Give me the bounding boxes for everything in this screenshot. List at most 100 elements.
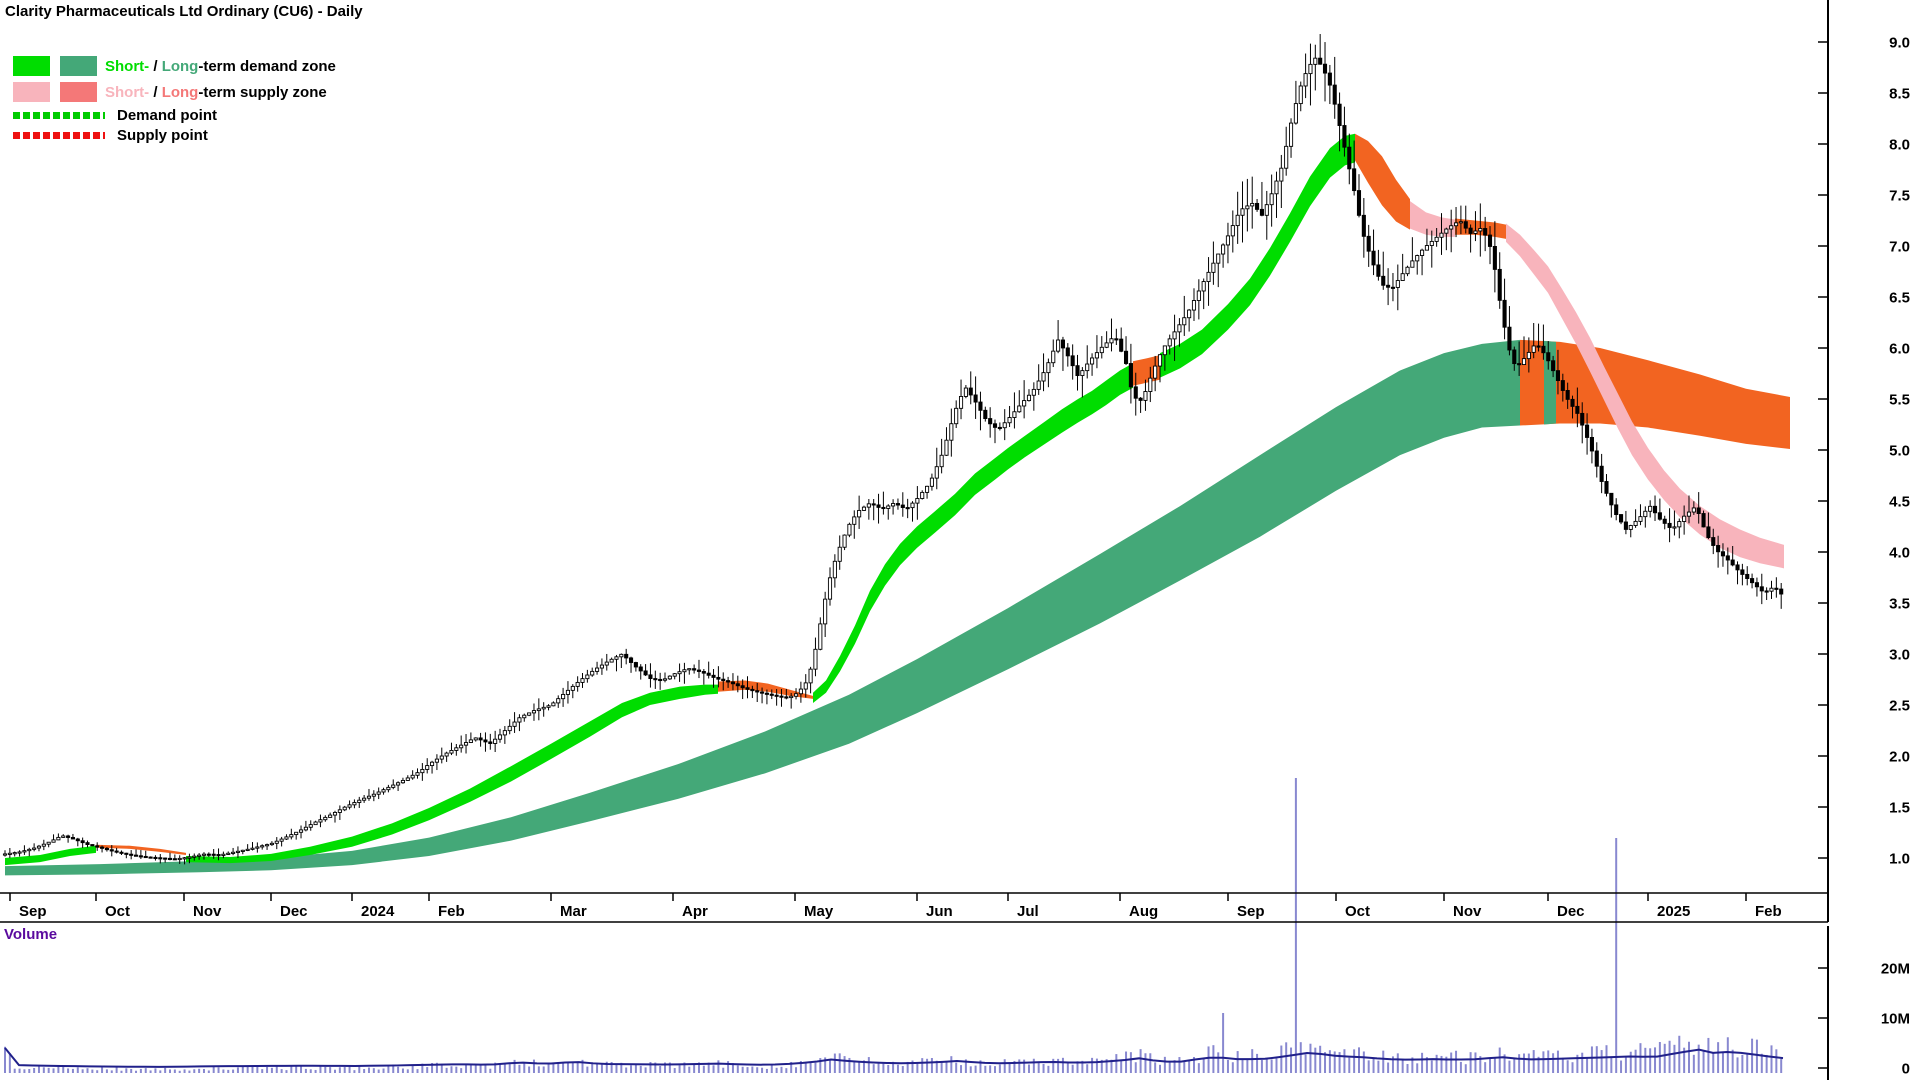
price-tick-label: 4.5 — [1889, 494, 1910, 511]
date-tick-label: Feb — [1755, 903, 1782, 920]
candle-body — [910, 502, 915, 509]
candle-body — [968, 387, 973, 396]
candle-body — [41, 843, 46, 847]
candle-body — [944, 439, 949, 456]
candle-body — [386, 786, 391, 791]
candle-body — [1420, 249, 1425, 256]
candle-body — [1012, 411, 1017, 418]
candle-body — [250, 847, 255, 850]
candle-body — [536, 708, 541, 712]
candle-body — [80, 840, 85, 844]
candle-body — [1623, 521, 1628, 530]
candle-body — [881, 506, 886, 510]
candle-body — [988, 418, 993, 425]
candle-body — [114, 850, 119, 853]
candle-body — [1259, 208, 1264, 216]
candle-body — [808, 668, 813, 684]
candle-body — [556, 698, 561, 704]
candle-body — [1172, 331, 1177, 340]
zone-band-segment — [1355, 133, 1410, 230]
chart-title: Clarity Pharmaceuticals Ltd Ordinary (CU… — [5, 3, 363, 20]
candle-body — [1502, 299, 1507, 328]
candle-body — [531, 710, 537, 714]
candle-body — [104, 847, 109, 851]
candle-body — [1216, 253, 1221, 264]
candle-body — [1711, 537, 1716, 546]
candle-body — [667, 675, 672, 680]
candle-body — [22, 850, 27, 853]
price-tick-label: 7.5 — [1889, 188, 1910, 205]
candle-body — [1478, 228, 1483, 232]
candle-body — [197, 854, 202, 857]
candle-body — [1730, 559, 1735, 566]
candle-body — [740, 685, 745, 689]
candle-body — [1536, 345, 1541, 348]
candle-body — [682, 669, 687, 673]
candle-body — [1589, 436, 1594, 452]
candle-body — [1109, 338, 1114, 344]
candle-body — [1322, 63, 1328, 74]
price-tick-label: 2.5 — [1889, 698, 1910, 715]
candle-body — [381, 789, 386, 793]
short-demand-swatch-icon — [13, 56, 50, 76]
candle-body — [1264, 204, 1269, 216]
zone-bands-layer — [5, 133, 1790, 876]
date-tick-label: Aug — [1129, 903, 1158, 920]
candle-body — [1779, 588, 1784, 595]
candle-body — [793, 693, 799, 697]
candle-body — [1094, 352, 1099, 359]
candle-body — [561, 693, 566, 700]
candle-body — [973, 394, 978, 403]
candle-body — [575, 681, 580, 687]
candle-body — [1565, 390, 1570, 400]
candle-body — [876, 504, 881, 508]
candle-body — [1638, 516, 1643, 522]
candle-body — [1706, 526, 1711, 539]
candle-body — [1376, 264, 1381, 277]
candle-body — [1347, 146, 1352, 170]
candle-body — [546, 705, 551, 708]
candle-body — [818, 623, 823, 650]
candle-body — [672, 673, 677, 677]
candle-body — [1691, 507, 1696, 513]
candle-body — [517, 717, 522, 723]
candle-body — [1463, 221, 1468, 229]
candle-body — [1759, 586, 1764, 592]
volume-tick-label: 20M — [1881, 961, 1910, 978]
candle-body — [1123, 350, 1129, 364]
legend-row-supply-zone: Short- / Long-term supply zone — [13, 79, 336, 105]
legend-supply-label: Short- / Long-term supply zone — [105, 83, 327, 101]
long-supply-swatch-icon — [60, 82, 97, 102]
candle-body — [580, 678, 585, 683]
candle-body — [488, 741, 493, 744]
candle-body — [454, 747, 459, 751]
candle-body — [769, 693, 774, 696]
volume-tick-label: 10M — [1881, 1011, 1910, 1028]
candle-body — [177, 857, 182, 861]
candle-body — [934, 466, 939, 479]
volume-layer — [4, 778, 1784, 1073]
candle-body — [954, 407, 959, 425]
candle-body — [255, 846, 260, 849]
candle-body — [992, 423, 998, 428]
candle-body — [604, 661, 609, 666]
candle-body — [347, 804, 352, 808]
candle-body — [1750, 578, 1755, 584]
candle-body — [1648, 505, 1653, 512]
candle-body — [7, 852, 12, 855]
candle-body — [1269, 193, 1274, 206]
candle-body — [1143, 391, 1148, 401]
candle-body — [1497, 268, 1502, 301]
zone-band-segment — [1520, 339, 1790, 449]
candle-body — [1677, 521, 1682, 528]
candle-body — [182, 857, 187, 860]
candle-body — [231, 851, 236, 854]
candle-body — [1342, 125, 1347, 148]
candle-body — [891, 503, 896, 507]
candle-body — [439, 755, 444, 760]
short-supply-swatch-icon — [13, 82, 50, 102]
candle-body — [565, 689, 570, 695]
candle-body — [332, 811, 338, 816]
zone-band-segment — [718, 680, 813, 699]
